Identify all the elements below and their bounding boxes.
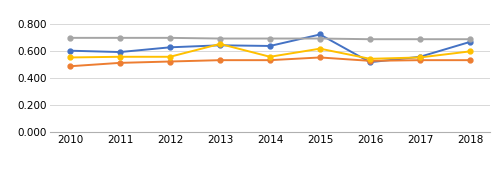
Africa	[217, 43, 223, 45]
Africa	[467, 50, 473, 52]
UMIG	[467, 38, 473, 40]
UMIG	[267, 38, 273, 40]
LIG	[367, 61, 373, 63]
LIG	[317, 33, 323, 35]
UMIG	[417, 38, 423, 40]
UMIG	[67, 37, 73, 39]
Africa	[317, 48, 323, 50]
Line: UMIG: UMIG	[68, 35, 472, 42]
Line: LMIG: LMIG	[68, 55, 472, 69]
Africa	[117, 56, 123, 58]
Africa	[167, 56, 173, 58]
LMIG	[167, 61, 173, 63]
Africa	[267, 56, 273, 58]
LMIG	[267, 59, 273, 61]
Africa	[67, 56, 73, 58]
Africa	[367, 58, 373, 60]
LIG	[167, 46, 173, 48]
LIG	[117, 51, 123, 53]
UMIG	[167, 37, 173, 39]
LIG	[417, 56, 423, 58]
LMIG	[467, 59, 473, 61]
LMIG	[417, 59, 423, 61]
LIG	[467, 41, 473, 43]
LMIG	[317, 56, 323, 58]
LMIG	[367, 60, 373, 62]
Africa	[417, 56, 423, 58]
LIG	[67, 50, 73, 52]
Line: LIG: LIG	[68, 32, 472, 65]
LIG	[267, 45, 273, 47]
UMIG	[317, 38, 323, 40]
LMIG	[67, 65, 73, 67]
LMIG	[217, 59, 223, 61]
UMIG	[367, 38, 373, 40]
Line: Africa: Africa	[68, 42, 472, 61]
LMIG	[117, 62, 123, 64]
UMIG	[117, 37, 123, 39]
LIG	[217, 44, 223, 46]
UMIG	[217, 38, 223, 40]
